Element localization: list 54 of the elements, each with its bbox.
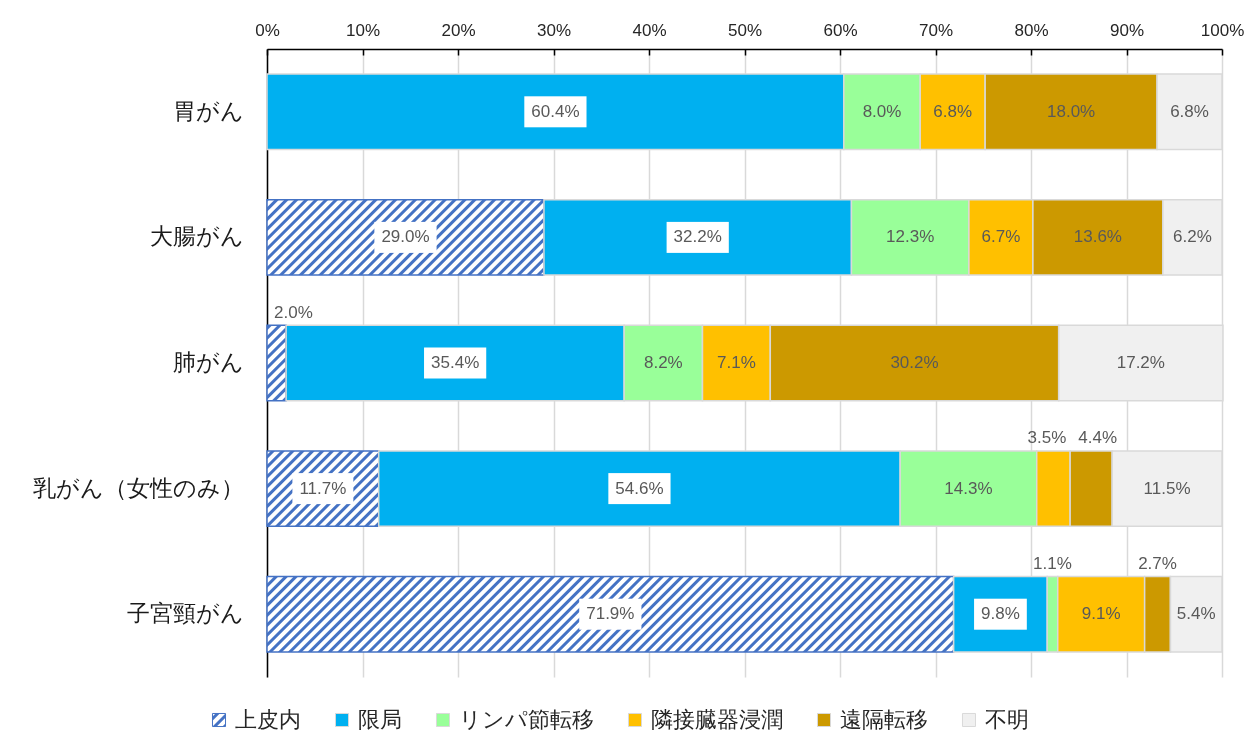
data-label: 29.0%	[381, 227, 430, 247]
data-label: 32.2%	[673, 227, 722, 247]
x-tick-label: 10%	[345, 20, 381, 40]
y-tick-label: 肺がん	[172, 349, 244, 375]
bar	[266, 575, 955, 653]
data-label: 11.7%	[299, 478, 347, 498]
data-label: 18.0%	[1047, 101, 1096, 121]
y-tick-label: 大腸がん	[149, 223, 244, 250]
x-tick-label: 20%	[441, 20, 476, 40]
data-label: 2.0%	[274, 302, 313, 322]
x-tick-label: 100%	[1200, 20, 1245, 40]
data-label: 6.7%	[981, 227, 1021, 247]
data-label: 9.1%	[1081, 604, 1121, 624]
data-label: 6.2%	[1173, 227, 1212, 247]
x-tick-label: 0%	[255, 20, 280, 40]
legend-label: 隣接臓器浸潤	[651, 707, 783, 732]
bar	[266, 198, 545, 276]
x-tick-label: 90%	[1109, 20, 1145, 40]
x-tick-label: 50%	[727, 20, 763, 40]
data-label: 30.2%	[890, 353, 939, 372]
x-tick-label: 30%	[536, 20, 572, 40]
legend-label: 上皮内	[235, 707, 301, 732]
data-label: 8.2%	[643, 353, 683, 372]
data-label: 71.9%	[586, 604, 635, 624]
data-label: 17.2%	[1116, 353, 1165, 372]
data-label: 12.3%	[886, 227, 935, 247]
data-label: 4.4%	[1078, 428, 1118, 448]
data-label: 8.0%	[862, 101, 902, 121]
data-label: 9.8%	[981, 604, 1020, 624]
legend-label: 遠隔転移	[840, 707, 928, 732]
y-tick-label: 乳がん（女性のみ）	[32, 474, 244, 501]
data-label: 3.5%	[1027, 428, 1067, 448]
bar	[266, 324, 287, 402]
data-label: 14.3%	[944, 478, 993, 498]
y-tick-label: 子宮頸がん	[126, 600, 244, 627]
data-label: 35.4%	[431, 353, 480, 372]
data-label: 60.4%	[531, 101, 580, 121]
y-tick-label: 胃がん	[172, 97, 244, 124]
legend-label: リンパ節転移	[459, 707, 594, 732]
x-tick-label: 70%	[918, 20, 954, 40]
data-label: 1.1%	[1033, 554, 1072, 574]
legend-label: 不明	[985, 707, 1029, 732]
data-label: 6.8%	[1170, 101, 1209, 121]
x-tick-label: 80%	[1014, 20, 1049, 40]
data-label: 2.7%	[1138, 554, 1177, 574]
data-label: 11.5%	[1143, 478, 1191, 498]
data-label: 6.8%	[933, 101, 973, 121]
x-tick-label: 40%	[632, 20, 667, 40]
data-label: 54.6%	[615, 478, 664, 498]
data-label: 13.6%	[1073, 227, 1122, 247]
x-tick-label: 60%	[823, 20, 858, 40]
data-label: 7.1%	[717, 353, 756, 372]
data-label: 5.4%	[1176, 604, 1216, 624]
legend-label: 限局	[358, 707, 402, 732]
